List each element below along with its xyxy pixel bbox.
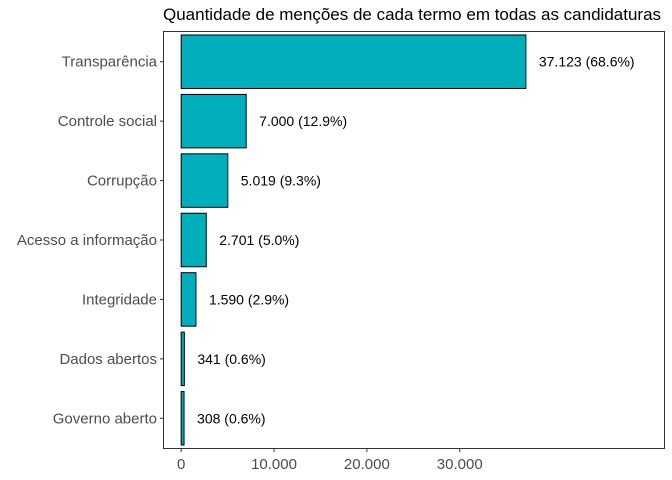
bar [180,212,207,268]
data-label: 37.123 (68.6%) [539,54,635,70]
category-label: Transparência [62,54,158,71]
x-tick-label: 10.000 [251,456,297,473]
category-label: Governo aberto [53,410,157,427]
bar [180,34,527,89]
x-axis-ticks: 0 10.000 20.000 30.000 [177,448,483,473]
data-label: 1.590 (2.9%) [209,291,289,307]
x-tick-label: 20.000 [344,456,390,473]
category-label: Dados abertos [59,351,157,368]
category-label: Integridade [82,291,157,308]
data-label: 308 (0.6%) [197,410,265,426]
bar [180,331,185,387]
category-labels: Transparência Controle social Corrupção Ace… [17,54,164,427]
bar [180,153,229,208]
bar [180,272,197,327]
x-tick-label: 0 [177,456,185,473]
bar [180,93,247,149]
category-label: Controle social [58,113,157,130]
data-labels: 37.123 (68.6%) 7.000 (12.9%) 5.019 (9.3%) 2… [197,54,635,427]
category-label: Corrupção [87,173,157,190]
data-label: 5.019 (9.3%) [241,173,321,189]
bar [180,391,185,446]
data-label: 2.701 (5.0%) [219,232,299,248]
category-label: Acesso a informação [17,232,157,249]
x-tick-label: 30.000 [437,456,483,473]
data-label: 341 (0.6%) [197,351,265,367]
data-label: 7.000 (12.9%) [259,113,347,129]
bars-layer [180,34,527,446]
chart-title: Quantidade de menções de cada termo em t… [163,5,662,24]
